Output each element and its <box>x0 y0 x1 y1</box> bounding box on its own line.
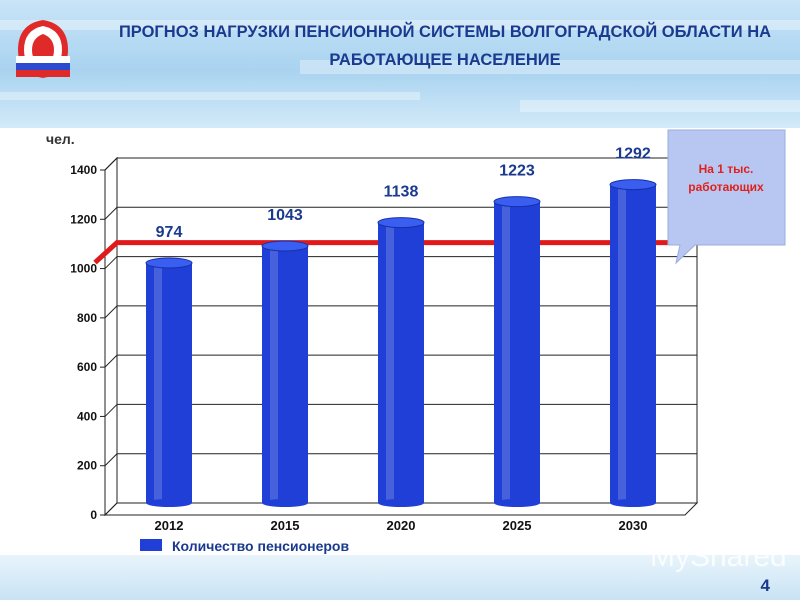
bar <box>494 201 540 503</box>
x-tick-label: 2025 <box>503 518 532 533</box>
plot-side-wall <box>104 156 118 517</box>
pension-fund-logo <box>16 20 70 78</box>
bar-highlight <box>502 201 510 503</box>
header-banner: ПРОГНОЗ НАГРУЗКИ ПЕНСИОННОЙ СИСТЕМЫ ВОЛГ… <box>0 0 800 128</box>
y-tick-label: 800 <box>77 311 97 325</box>
bar <box>610 184 656 503</box>
gridline-side <box>104 305 118 319</box>
data-label: 974 <box>156 224 183 241</box>
bar-top <box>609 179 657 191</box>
bar-bottom <box>610 499 656 507</box>
y-tick-label: 200 <box>77 459 97 473</box>
bar-top <box>377 217 425 229</box>
gridline-side <box>104 256 118 269</box>
y-tick-label: 1400 <box>70 163 97 177</box>
data-label: 1138 <box>384 184 419 201</box>
gridline-side <box>104 206 118 220</box>
data-label: 1043 <box>267 207 303 224</box>
bar-top <box>493 196 541 208</box>
data-label: 1223 <box>499 163 535 180</box>
bar <box>378 222 424 504</box>
y-axis-unit-label: чел. <box>46 131 75 147</box>
bar-highlight <box>386 222 394 504</box>
y-tick-label: 1000 <box>70 262 97 276</box>
y-tick-label: 0 <box>90 508 97 522</box>
legend-label: Количество пенсионеров <box>172 538 349 554</box>
gridline-side <box>104 157 118 171</box>
bar-highlight <box>618 184 626 503</box>
y-tick-label: 400 <box>77 409 97 423</box>
y-tick-label: 600 <box>77 360 97 374</box>
bar-top <box>261 240 309 252</box>
bar-highlight <box>154 262 162 503</box>
callout-text: На 1 тыс. работающих <box>688 162 764 194</box>
gridline-side <box>104 404 118 417</box>
y-tick-label: 1200 <box>70 212 97 226</box>
x-tick-label: 2030 <box>619 518 648 533</box>
gridline-side <box>104 502 118 516</box>
bar <box>262 245 308 503</box>
footer-band <box>0 555 800 600</box>
bar-bottom <box>378 499 424 507</box>
data-label: 1292 <box>615 146 651 163</box>
watermark: MyShared <box>650 540 787 573</box>
gridline-side <box>104 453 118 467</box>
bar-bottom <box>262 499 308 507</box>
bar <box>146 262 192 503</box>
gridline-side <box>104 354 118 368</box>
bar-bottom <box>494 499 540 507</box>
x-tick-label: 2012 <box>155 518 184 533</box>
bar-top <box>145 257 193 269</box>
legend-swatch <box>140 539 162 551</box>
bar-highlight <box>270 245 278 503</box>
x-tick-label: 2020 <box>387 518 416 533</box>
x-tick-label: 2015 <box>271 518 300 533</box>
page-title: ПРОГНОЗ НАГРУЗКИ ПЕНСИОННОЙ СИСТЕМЫ ВОЛГ… <box>118 23 772 69</box>
page-number: 4 <box>760 576 770 595</box>
bar-bottom <box>146 499 192 507</box>
